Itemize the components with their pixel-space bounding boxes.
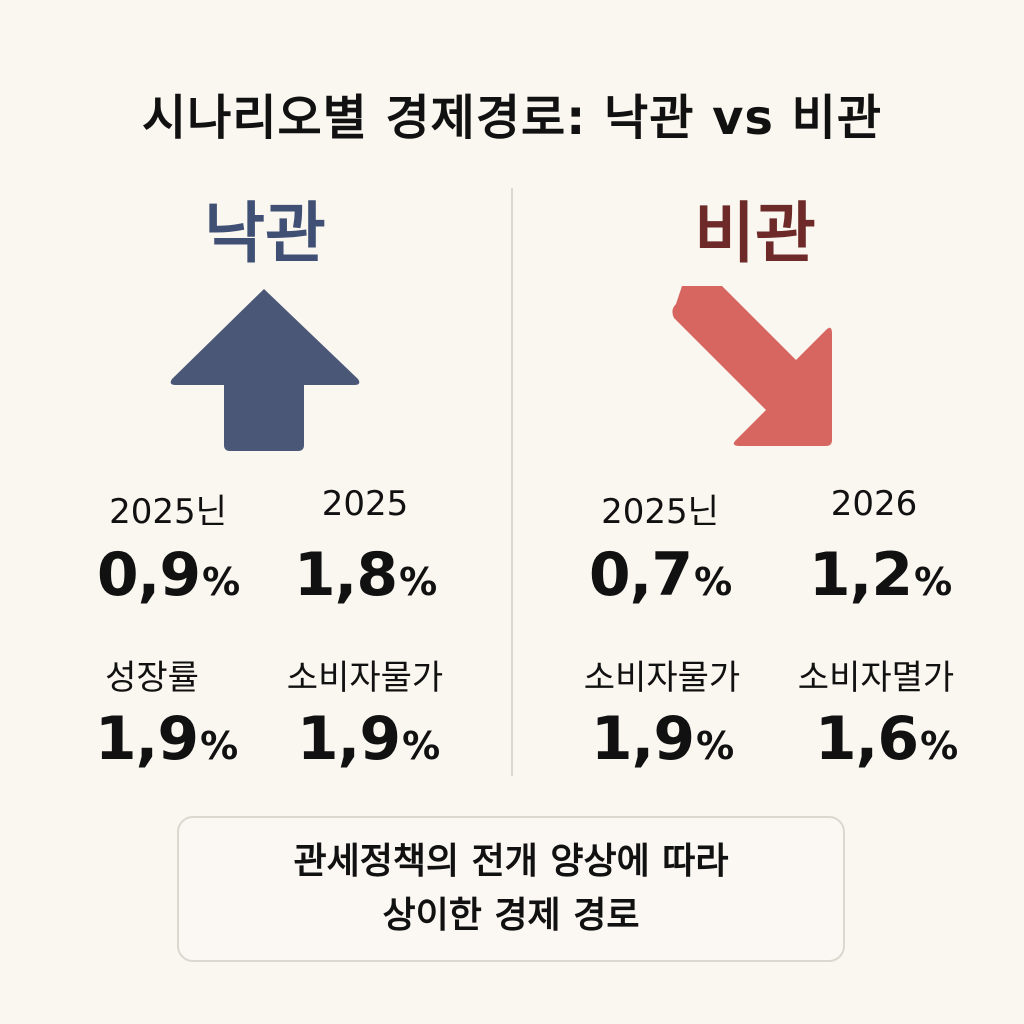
optimistic-cell-1-value: 0,9% bbox=[58, 540, 278, 610]
optimistic-cell-4: 소비자물가 bbox=[255, 650, 475, 699]
optimistic-cell-2: 2025 bbox=[255, 484, 475, 524]
pessimistic-cell-1-unit: % bbox=[694, 560, 732, 604]
pessimistic-cell-2-unit: % bbox=[914, 560, 952, 604]
summary-line-2: 상이한 경제 경로 bbox=[382, 895, 640, 936]
pessimistic-cell-1-label: 2025닌 bbox=[601, 492, 719, 532]
optimistic-cell-4-value: 1,9% bbox=[258, 704, 478, 774]
pessimistic-cell-1-value: 0,7% bbox=[550, 540, 770, 610]
optimistic-cell-2-number: 1,8 bbox=[293, 540, 398, 610]
optimistic-cell-4-unit: % bbox=[402, 724, 440, 768]
pessimistic-cell-4-unit: % bbox=[920, 724, 958, 768]
optimistic-cell-3: 성장률 bbox=[42, 650, 262, 699]
pessimistic-cell-2: 2026 bbox=[764, 484, 984, 524]
center-divider bbox=[511, 188, 513, 776]
pessimistic-cell-3-unit: % bbox=[696, 724, 734, 768]
pessimistic-cell-2-label: 2026 bbox=[830, 484, 918, 524]
pessimistic-cell-1-number: 0,7 bbox=[588, 540, 693, 610]
pessimistic-cell-2-value: 1,2% bbox=[770, 540, 990, 610]
pessimistic-cell-3-number: 1,9 bbox=[590, 704, 695, 774]
down-right-arrow-icon bbox=[672, 286, 832, 446]
pessimistic-cell-3: 소비자물가 bbox=[552, 650, 772, 699]
optimistic-cell-2-value: 1,8% bbox=[255, 540, 475, 610]
optimistic-cell-3-value: 1,9% bbox=[56, 704, 276, 774]
pessimistic-cell-2-number: 1,2 bbox=[808, 540, 913, 610]
pessimistic-cell-4: 소비자멸가 bbox=[766, 650, 986, 699]
pessimistic-cell-4-value: 1,6% bbox=[776, 704, 996, 774]
pessimistic-label: 비관 bbox=[694, 195, 816, 272]
optimistic-cell-4-number: 1,9 bbox=[296, 704, 401, 774]
optimistic-cell-3-number: 1,9 bbox=[94, 704, 199, 774]
up-arrow-icon bbox=[170, 289, 360, 451]
pessimistic-cell-3-value: 1,9% bbox=[552, 704, 772, 774]
optimistic-label: 낙관 bbox=[204, 195, 326, 272]
optimistic-cell-2-label: 2025 bbox=[321, 484, 409, 524]
optimistic-cell-4-label: 소비자물가 bbox=[286, 658, 444, 698]
pessimistic-cell-4-label: 소비자멸가 bbox=[797, 658, 955, 698]
optimistic-cell-1-label: 2025닌 bbox=[109, 492, 227, 532]
pessimistic-cell-3-label: 소비자물가 bbox=[583, 658, 741, 698]
summary-line-1: 관세정책의 전개 양상에 따라 bbox=[293, 841, 729, 882]
optimistic-cell-2-unit: % bbox=[399, 560, 437, 604]
optimistic-cell-1-unit: % bbox=[202, 560, 240, 604]
pessimistic-cell-4-number: 1,6 bbox=[814, 704, 919, 774]
optimistic-cell-3-label: 성장률 bbox=[105, 658, 199, 698]
optimistic-cell-3-unit: % bbox=[200, 724, 238, 768]
optimistic-cell-1: 2025닌 bbox=[58, 484, 278, 533]
pessimistic-cell-1: 2025닌 bbox=[550, 484, 770, 533]
page-title: 시나리오별 경제경로: 낙관 vs 비관 bbox=[142, 90, 882, 146]
optimistic-cell-1-number: 0,9 bbox=[96, 540, 201, 610]
summary-box: 관세정책의 전개 양상에 따라 상이한 경제 경로 bbox=[177, 816, 845, 962]
